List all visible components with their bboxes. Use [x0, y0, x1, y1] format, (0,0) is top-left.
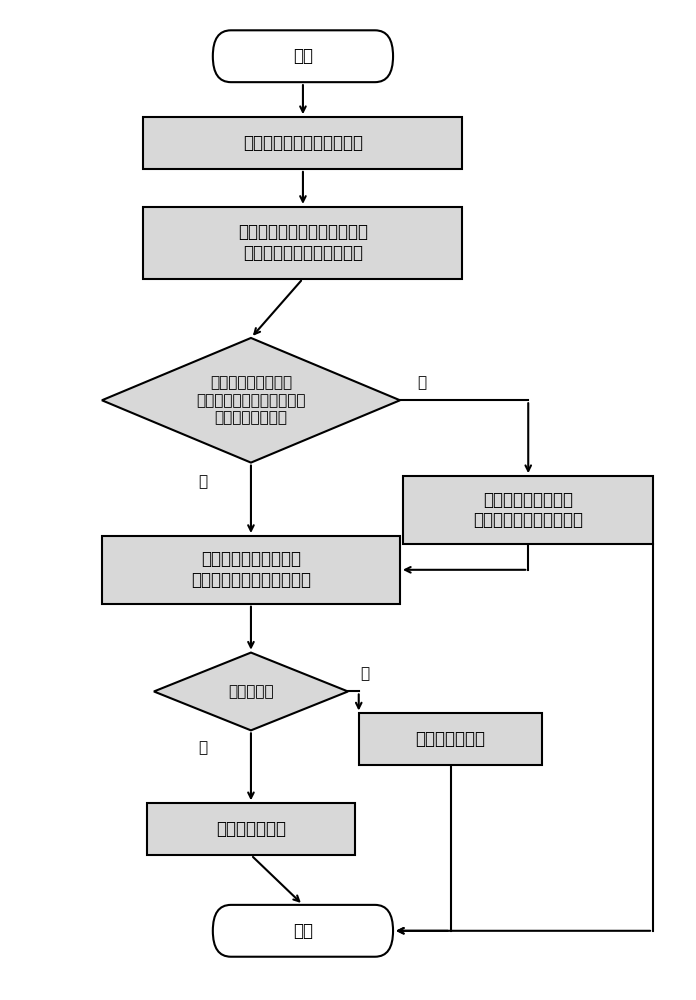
- FancyBboxPatch shape: [143, 207, 462, 279]
- Text: 结束: 结束: [293, 922, 313, 940]
- FancyBboxPatch shape: [213, 905, 393, 957]
- FancyBboxPatch shape: [404, 476, 653, 544]
- FancyBboxPatch shape: [213, 30, 393, 82]
- FancyBboxPatch shape: [143, 117, 462, 169]
- Text: 当用户上传文件时，
服务器检测是否有用户已经
上传过相同文件？: 当用户上传文件时， 服务器检测是否有用户已经 上传过相同文件？: [196, 375, 306, 425]
- Text: 是: 是: [198, 740, 207, 755]
- Text: 否: 否: [418, 375, 427, 390]
- Text: 认证通过？: 认证通过？: [228, 684, 274, 699]
- Text: 密鑰生成中心生成系统参数: 密鑰生成中心生成系统参数: [243, 134, 363, 152]
- Text: 否: 否: [361, 666, 370, 681]
- Text: 原始上传用户对文件
分块加密并上传给服务器: 原始上传用户对文件 分块加密并上传给服务器: [473, 491, 583, 529]
- Polygon shape: [102, 338, 400, 463]
- Text: 开始: 开始: [293, 47, 313, 65]
- Text: 是: 是: [198, 475, 207, 490]
- Text: 用户拥有该文件: 用户拥有该文件: [216, 820, 286, 838]
- FancyBboxPatch shape: [147, 803, 355, 855]
- Text: 后继上传用户与服务器
进行所有权证明的双向认证: 后继上传用户与服务器 进行所有权证明的双向认证: [191, 550, 311, 589]
- Polygon shape: [154, 653, 348, 730]
- FancyBboxPatch shape: [358, 713, 542, 765]
- FancyBboxPatch shape: [102, 536, 400, 604]
- Text: 生成服务器和用户的公私鑰对
以及它们之间的预共享密鑰: 生成服务器和用户的公私鑰对 以及它们之间的预共享密鑰: [238, 223, 368, 262]
- Text: 用户没有该文件: 用户没有该文件: [416, 730, 486, 748]
